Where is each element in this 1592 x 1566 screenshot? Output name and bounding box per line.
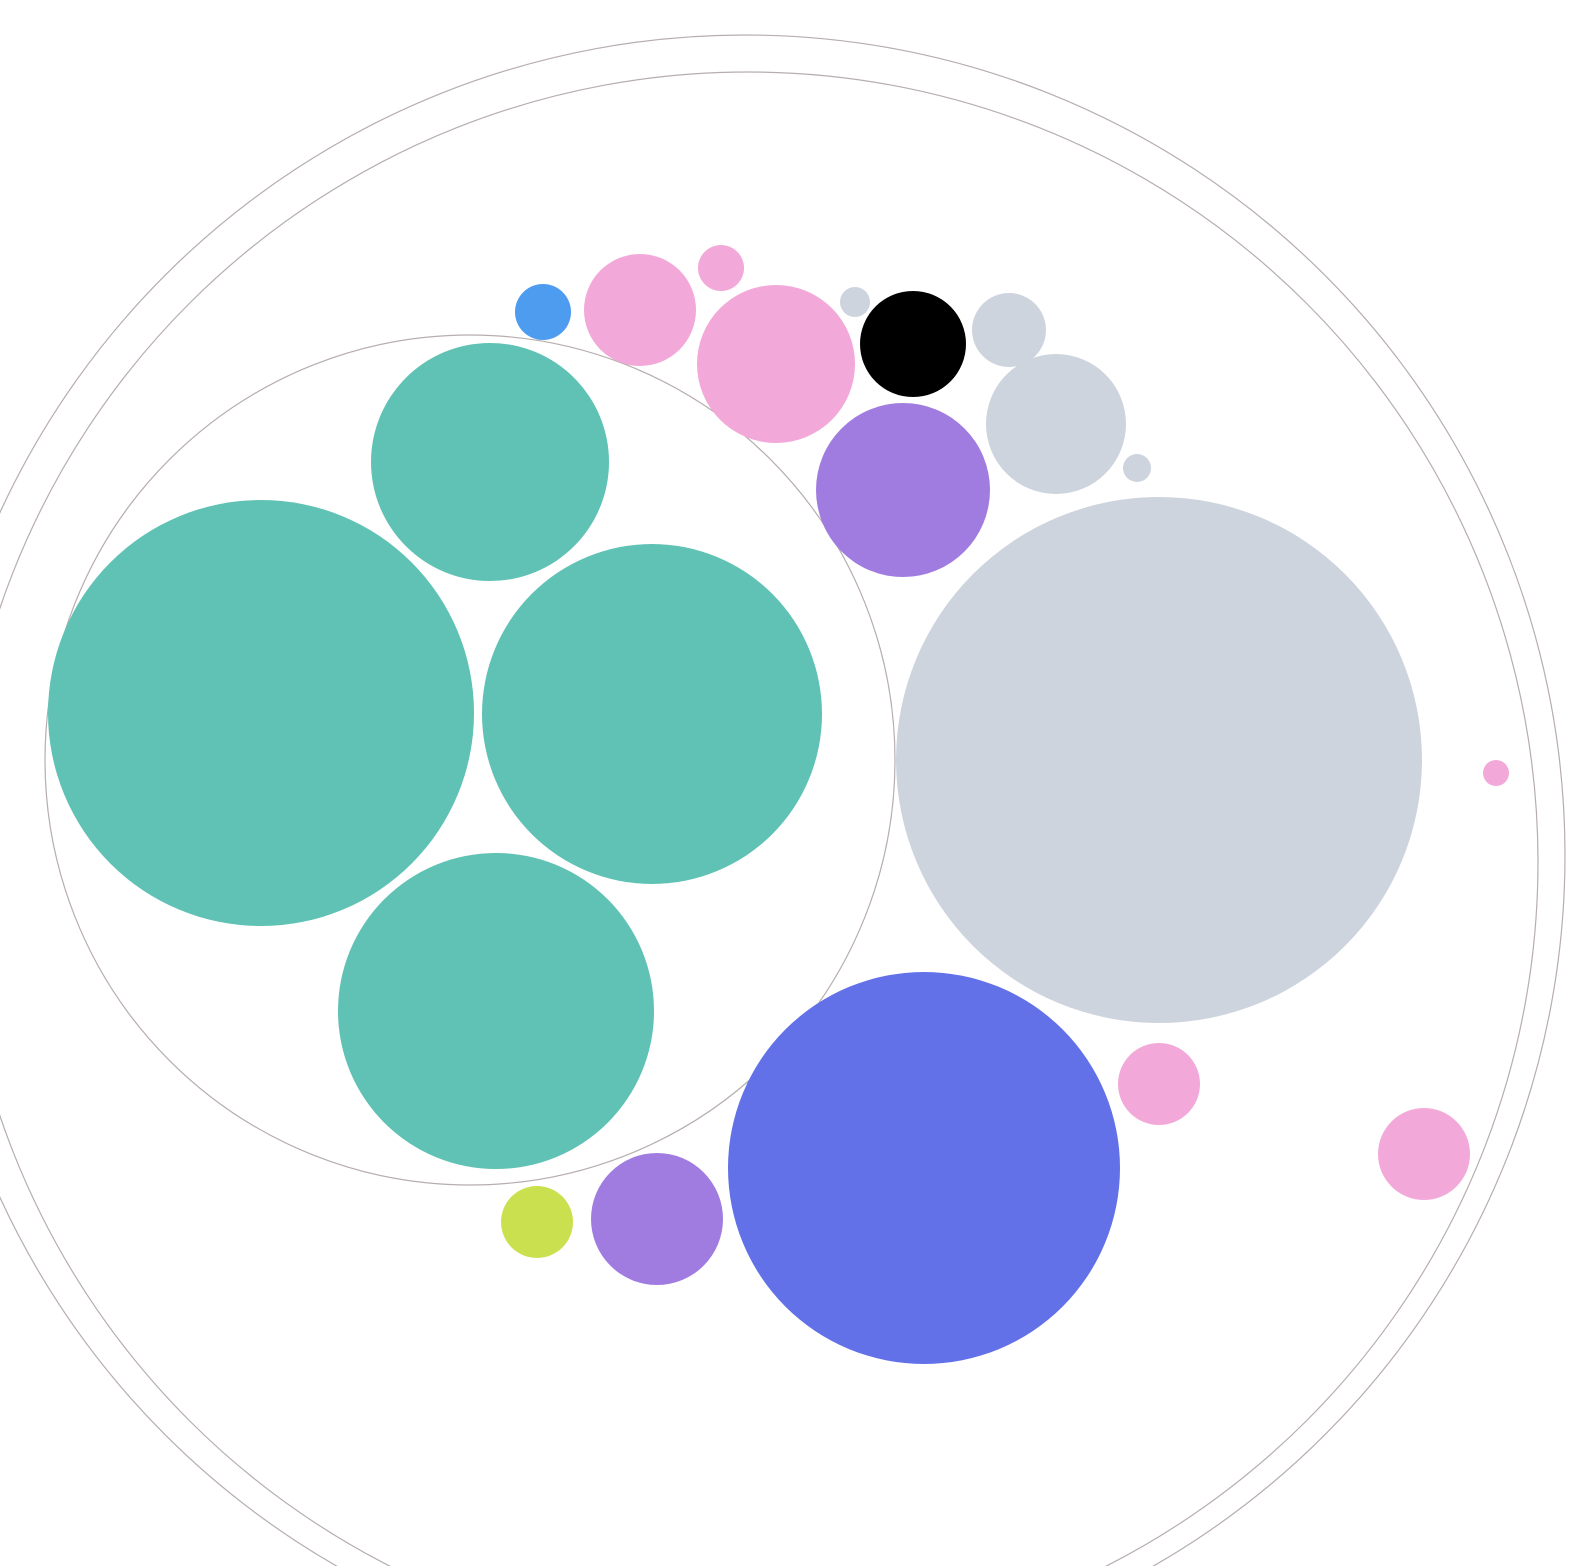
file-circle[interactable]: [1483, 760, 1509, 786]
file-circle[interactable]: [591, 1153, 723, 1285]
file-circle[interactable]: [698, 245, 744, 291]
file-circle[interactable]: [371, 343, 609, 581]
group-ring-interface-obsidian[interactable]: [0, 71, 1539, 1566]
file-circle[interactable]: [986, 354, 1126, 494]
group-rings-layer: [0, 34, 1566, 1566]
group-ring-root[interactable]: [0, 34, 1566, 1566]
file-circle[interactable]: [697, 285, 855, 443]
group-ring-src-inner[interactable]: [44, 334, 896, 1186]
file-circle[interactable]: [816, 403, 990, 577]
file-circle[interactable]: [1378, 1108, 1470, 1200]
file-circle[interactable]: [48, 500, 474, 926]
file-circle[interactable]: [338, 853, 654, 1169]
file-circle[interactable]: [896, 497, 1422, 1023]
file-circle[interactable]: [584, 254, 696, 366]
file-circles-layer: [48, 245, 1509, 1364]
file-circle[interactable]: [1118, 1043, 1200, 1125]
file-circle[interactable]: [972, 293, 1046, 367]
file-circle[interactable]: [515, 284, 571, 340]
file-circle[interactable]: [501, 1186, 573, 1258]
file-circle[interactable]: [860, 291, 966, 397]
file-circle[interactable]: [1123, 454, 1151, 482]
file-circle[interactable]: [482, 544, 822, 884]
file-circle[interactable]: [728, 972, 1120, 1364]
file-circle[interactable]: [840, 287, 870, 317]
